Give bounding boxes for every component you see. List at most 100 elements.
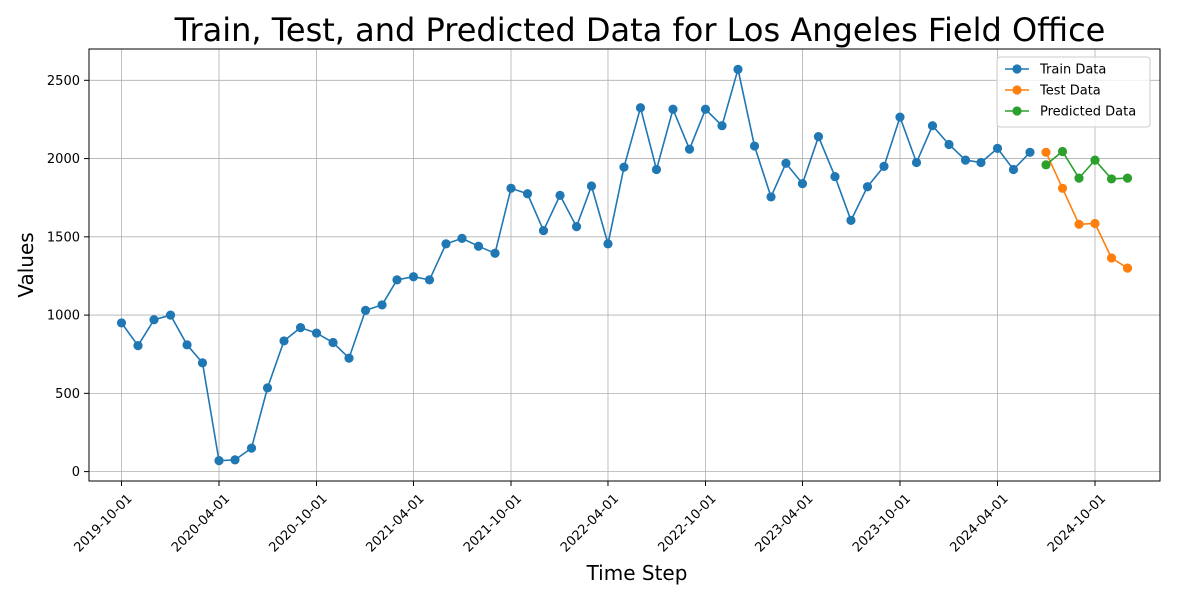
data-point-train-data: [846, 215, 856, 225]
series-line-train-data: [120, 69, 1031, 462]
data-point-train-data: [862, 182, 873, 192]
data-point-train-data: [262, 383, 273, 393]
legend-swatch-marker: [1012, 64, 1022, 74]
data-point-train-data: [538, 225, 549, 236]
data-point-predicted-data: [1057, 146, 1068, 157]
data-point-train-data: [766, 192, 776, 202]
data-point-train-data: [651, 164, 662, 175]
data-point-train-data: [1008, 164, 1019, 175]
legend-swatch-marker: [1012, 85, 1022, 95]
data-point-test-data: [1122, 263, 1133, 273]
data-point-train-data: [133, 341, 143, 351]
series-train-data: [116, 64, 1035, 466]
x-tick-label: 2024-04-01: [947, 491, 1011, 555]
data-point-train-data: [1025, 147, 1035, 157]
data-point-train-data: [295, 323, 306, 333]
data-point-train-data: [944, 139, 954, 150]
x-tick-label: 2022-10-01: [656, 491, 720, 555]
legend-swatch-marker: [1012, 106, 1022, 116]
y-tick-label: 2000: [47, 152, 80, 167]
y-tick-label: 2500: [47, 74, 80, 89]
data-point-train-data: [214, 456, 224, 466]
data-point-train-data: [992, 143, 1003, 153]
legend-item-train-data: Train Data: [1005, 63, 1106, 78]
data-point-test-data: [1041, 147, 1051, 157]
data-point-predicted-data: [1122, 173, 1133, 183]
data-point-train-data: [149, 315, 159, 325]
data-point-train-data: [700, 104, 711, 114]
data-point-train-data: [571, 222, 582, 232]
x-tick-label: 2019-10-01: [72, 491, 136, 555]
series-line-predicted-data: [1045, 150, 1128, 180]
legend-item-predicted-data: Predicted Data: [1005, 105, 1136, 120]
data-point-train-data: [182, 340, 192, 350]
data-point-train-data: [781, 158, 791, 168]
data-point-train-data: [830, 171, 840, 182]
data-point-train-data: [197, 358, 208, 368]
data-point-train-data: [392, 275, 402, 285]
x-tick-label: 2024-10-01: [1045, 491, 1109, 555]
data-point-train-data: [879, 161, 889, 171]
data-point-train-data: [522, 189, 533, 199]
data-point-train-data: [408, 272, 419, 282]
x-tick-label: 2022-04-01: [558, 491, 622, 555]
data-point-train-data: [165, 310, 176, 320]
data-point-train-data: [490, 248, 500, 258]
series-test-data: [1041, 147, 1133, 273]
data-point-train-data: [733, 64, 743, 74]
grid-lines: [89, 49, 1160, 481]
x-tick-label: 2020-10-01: [267, 491, 331, 555]
data-point-train-data: [895, 112, 905, 122]
x-axis-label: Time Step: [586, 561, 688, 585]
data-point-train-data: [344, 353, 354, 363]
data-point-train-data: [311, 328, 322, 338]
data-point-train-data: [911, 157, 922, 168]
y-axis-ticks: 0 500 1000 1500 2000 2500: [47, 74, 89, 480]
data-point-train-data: [813, 132, 824, 142]
data-point-train-data: [960, 155, 971, 165]
data-point-train-data: [555, 190, 565, 200]
plot-area-frame: [88, 48, 1161, 482]
data-point-train-data: [279, 336, 289, 346]
data-point-train-data: [619, 162, 629, 172]
data-point-train-data: [457, 233, 467, 243]
data-point-train-data: [441, 239, 451, 249]
data-point-train-data: [684, 144, 695, 154]
x-tick-label: 2023-04-01: [752, 491, 816, 555]
data-point-test-data: [1106, 253, 1117, 263]
legend: Train Data Test Data Predicted Data: [996, 56, 1151, 128]
data-point-train-data: [377, 300, 387, 310]
legend-label: Predicted Data: [1040, 105, 1136, 120]
data-point-train-data: [668, 104, 678, 114]
data-point-train-data: [230, 455, 240, 465]
data-point-train-data: [717, 121, 727, 131]
data-point-test-data: [1074, 219, 1084, 229]
y-tick-label: 1000: [47, 309, 80, 324]
legend-label: Test Data: [1039, 84, 1101, 99]
data-point-predicted-data: [1090, 155, 1100, 165]
data-point-train-data: [424, 275, 435, 285]
data-point-predicted-data: [1106, 174, 1117, 184]
y-tick-label: 0: [72, 465, 80, 480]
data-point-train-data: [246, 443, 257, 453]
data-point-train-data: [797, 179, 808, 189]
y-tick-label: 1500: [47, 230, 80, 245]
data-point-train-data: [927, 121, 938, 131]
legend-item-test-data: Test Data: [1005, 84, 1101, 99]
data-point-test-data: [1057, 183, 1068, 193]
data-point-train-data: [360, 305, 371, 315]
y-tick-label: 500: [55, 387, 80, 402]
x-tick-label: 2023-10-01: [850, 491, 914, 555]
data-point-train-data: [749, 141, 760, 151]
x-tick-label: 2021-10-01: [461, 491, 525, 555]
data-point-train-data: [603, 239, 613, 249]
series-predicted-data: [1041, 146, 1133, 184]
series-layer: [116, 64, 1133, 466]
data-point-train-data: [473, 241, 484, 251]
data-point-train-data: [116, 318, 127, 328]
data-point-train-data: [586, 181, 597, 191]
data-point-train-data: [976, 157, 986, 168]
data-point-train-data: [635, 103, 646, 113]
legend-box: [996, 56, 1151, 128]
